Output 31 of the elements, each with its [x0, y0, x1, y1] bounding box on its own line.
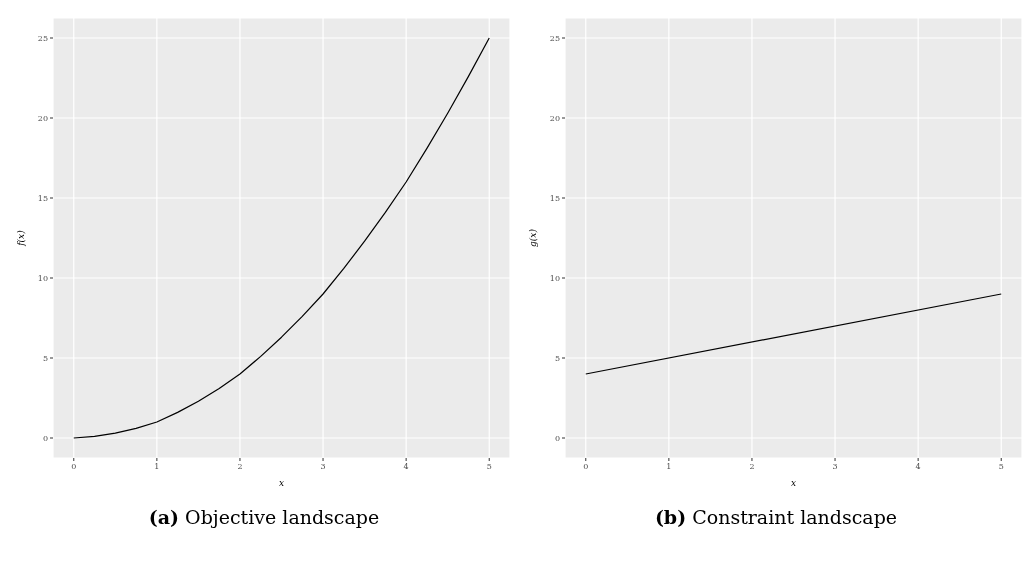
y-tick-label: 20 [37, 113, 48, 123]
x-tick-label: 5 [998, 461, 1004, 471]
y-axis-title: f(x) [16, 229, 27, 247]
y-tick-label: 10 [37, 273, 48, 283]
x-tick-label: 4 [403, 461, 409, 471]
y-tick-label: 20 [549, 113, 560, 123]
x-tick-label: 2 [237, 461, 243, 471]
x-tick-label: 4 [915, 461, 921, 471]
text: (a) Objective landscape [147, 506, 381, 528]
y-tick-label: 5 [554, 353, 560, 363]
y-tick-label: 5 [42, 353, 48, 363]
y-tick-label: 25 [549, 33, 560, 43]
y-tick-label: 0 [42, 433, 48, 443]
x-tick-label: 5 [486, 461, 492, 471]
text: (b) Constraint landscape [653, 506, 899, 528]
line-series [73, 37, 490, 439]
y-tick-label: 10 [549, 273, 560, 283]
x-axis-title: x [278, 478, 285, 488]
y-tick-label: 15 [37, 193, 48, 203]
y-axis-title: g(x) [528, 228, 539, 247]
x-tick-label: 2 [749, 461, 755, 471]
x-axis-title: x [790, 478, 797, 488]
x-tick-label: 1 [666, 461, 672, 471]
x-tick-label: 0 [583, 461, 589, 471]
y-tick-label: 25 [37, 33, 48, 43]
x-tick-label: 1 [154, 461, 160, 471]
x-tick-label: 3 [320, 461, 326, 471]
x-tick-label: 3 [832, 461, 838, 471]
x-tick-label: 0 [71, 461, 77, 471]
y-tick-label: 15 [549, 193, 560, 203]
y-tick-label: 0 [554, 433, 560, 443]
